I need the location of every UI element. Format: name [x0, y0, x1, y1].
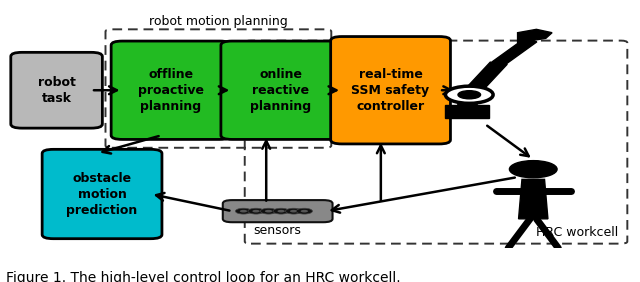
Text: online
reactive
planning: online reactive planning: [250, 68, 312, 113]
Text: offline
proactive
planning: offline proactive planning: [138, 68, 204, 113]
Text: sensors: sensors: [253, 224, 301, 237]
Circle shape: [301, 210, 308, 212]
Circle shape: [248, 208, 264, 214]
Circle shape: [236, 208, 252, 214]
Circle shape: [296, 208, 312, 214]
FancyBboxPatch shape: [42, 149, 162, 239]
Circle shape: [260, 208, 276, 214]
Circle shape: [285, 208, 302, 214]
FancyBboxPatch shape: [331, 37, 451, 144]
Polygon shape: [492, 39, 537, 64]
Circle shape: [265, 210, 272, 212]
FancyBboxPatch shape: [111, 41, 231, 139]
Polygon shape: [445, 105, 490, 118]
FancyBboxPatch shape: [223, 200, 333, 222]
Circle shape: [509, 161, 557, 178]
Text: real-time
SSM safety
controller: real-time SSM safety controller: [351, 68, 429, 113]
Text: obstacle
motion
prediction: obstacle motion prediction: [67, 171, 138, 217]
Polygon shape: [518, 179, 548, 219]
Circle shape: [290, 210, 298, 212]
Text: robot motion planning: robot motion planning: [149, 15, 288, 28]
Polygon shape: [458, 92, 479, 105]
Text: HRC workcell: HRC workcell: [536, 226, 618, 239]
Circle shape: [445, 86, 493, 103]
Polygon shape: [518, 29, 552, 43]
Text: robot
task: robot task: [38, 76, 76, 105]
Circle shape: [278, 210, 285, 212]
FancyBboxPatch shape: [221, 41, 340, 139]
Polygon shape: [461, 62, 508, 96]
Text: Figure 1. The high-level control loop for an HRC workcell.: Figure 1. The high-level control loop fo…: [6, 271, 401, 282]
FancyBboxPatch shape: [11, 52, 102, 128]
Circle shape: [252, 210, 260, 212]
Circle shape: [458, 91, 481, 99]
Circle shape: [240, 210, 247, 212]
Circle shape: [273, 208, 289, 214]
